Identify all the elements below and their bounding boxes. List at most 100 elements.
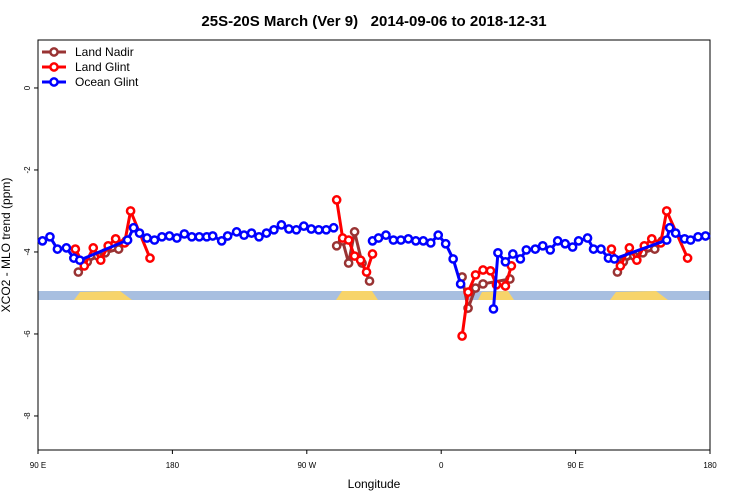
data-point xyxy=(331,240,342,251)
data-point xyxy=(52,244,63,254)
data-point xyxy=(164,231,175,241)
data-point xyxy=(455,279,466,289)
data-point xyxy=(276,220,287,230)
data-point xyxy=(331,195,342,205)
data-point xyxy=(194,231,205,242)
data-point xyxy=(588,244,599,254)
data-point xyxy=(367,249,378,259)
data-point xyxy=(261,228,272,238)
data-point xyxy=(700,231,711,241)
data-point xyxy=(373,233,384,243)
plot-frame xyxy=(37,39,711,451)
data-point xyxy=(73,267,84,277)
y-tick-label: -2 xyxy=(23,166,32,174)
data-point xyxy=(664,222,675,233)
data-point xyxy=(615,261,626,271)
data-point xyxy=(685,235,696,245)
data-point xyxy=(284,224,294,234)
data-point xyxy=(515,254,526,264)
data-point xyxy=(45,231,55,242)
series-line xyxy=(74,199,689,337)
data-point xyxy=(537,240,548,251)
data-point xyxy=(179,229,190,239)
data-point xyxy=(343,235,354,245)
x-tick-label: 90 E xyxy=(567,461,583,470)
legend-marker xyxy=(49,62,59,72)
data-point xyxy=(485,265,496,276)
data-point xyxy=(321,224,332,235)
legend-label: Land Nadir xyxy=(75,45,134,59)
data-point xyxy=(172,233,182,243)
legend-marker xyxy=(49,47,59,57)
data-point xyxy=(624,243,635,253)
land-area xyxy=(74,291,132,300)
data-point xyxy=(222,231,233,241)
y-tick-label: -8 xyxy=(23,412,32,420)
data-point xyxy=(125,206,136,216)
y-tick-label: -6 xyxy=(23,330,32,338)
data-point xyxy=(343,258,354,268)
data-point xyxy=(661,235,672,245)
data-point xyxy=(682,253,693,263)
data-point xyxy=(457,331,467,341)
data-point xyxy=(670,228,681,238)
data-point xyxy=(207,231,218,241)
y-axis-label: XCO2 - MLO trend (ppm) xyxy=(0,178,13,313)
data-point xyxy=(113,244,124,254)
data-point xyxy=(298,221,309,231)
y-tick-label: -4 xyxy=(23,248,32,256)
data-point xyxy=(567,242,578,252)
data-point xyxy=(560,238,570,249)
data-point xyxy=(269,224,279,235)
x-tick-label: 180 xyxy=(166,461,180,470)
legend-marker xyxy=(49,77,59,87)
data-point xyxy=(463,287,473,297)
data-point xyxy=(74,255,85,266)
x-tick-label: 180 xyxy=(703,461,717,470)
data-point xyxy=(478,265,488,275)
data-point xyxy=(134,228,145,238)
x-tick-label: 90 W xyxy=(297,461,316,470)
data-point xyxy=(403,234,414,244)
data-point xyxy=(355,255,366,266)
data-point xyxy=(61,243,72,253)
data-point xyxy=(488,304,499,314)
data-point xyxy=(246,228,257,238)
plot-layer: 90 E 180 90 W 0 90 E 180 0 -2 -4 -6 -8 Land NadirLa… xyxy=(23,45,717,470)
legend-label: Ocean Glint xyxy=(75,75,139,89)
data-point xyxy=(693,231,703,242)
data-point xyxy=(349,227,360,237)
y-tick-label: 0 xyxy=(23,85,32,90)
x-tick-label: 90 E xyxy=(30,461,46,470)
data-point xyxy=(552,236,563,246)
data-point xyxy=(306,224,317,234)
chart-title: 25S-20S March (Ver 9) 2014-09-06 to 2018… xyxy=(201,13,546,30)
data-point xyxy=(186,231,197,242)
data-point xyxy=(364,276,375,286)
data-point xyxy=(440,238,451,249)
data-point xyxy=(500,256,511,267)
land-area xyxy=(610,291,668,300)
data-point xyxy=(500,281,511,291)
land-area xyxy=(336,291,378,300)
data-point xyxy=(448,254,458,264)
data-point xyxy=(478,279,488,289)
data-point xyxy=(508,249,518,259)
data-point xyxy=(239,230,249,241)
data-point xyxy=(361,267,372,277)
data-point xyxy=(530,244,541,254)
data-point xyxy=(157,231,167,242)
data-point xyxy=(70,244,81,254)
data-point xyxy=(122,235,133,245)
data-point xyxy=(388,235,399,245)
data-point xyxy=(609,254,620,264)
data-point xyxy=(216,236,227,246)
data-point xyxy=(95,255,106,266)
data-point xyxy=(142,233,152,243)
data-point xyxy=(631,255,642,266)
data-point xyxy=(254,231,264,242)
land-mask xyxy=(38,291,710,300)
data-point xyxy=(37,236,48,246)
